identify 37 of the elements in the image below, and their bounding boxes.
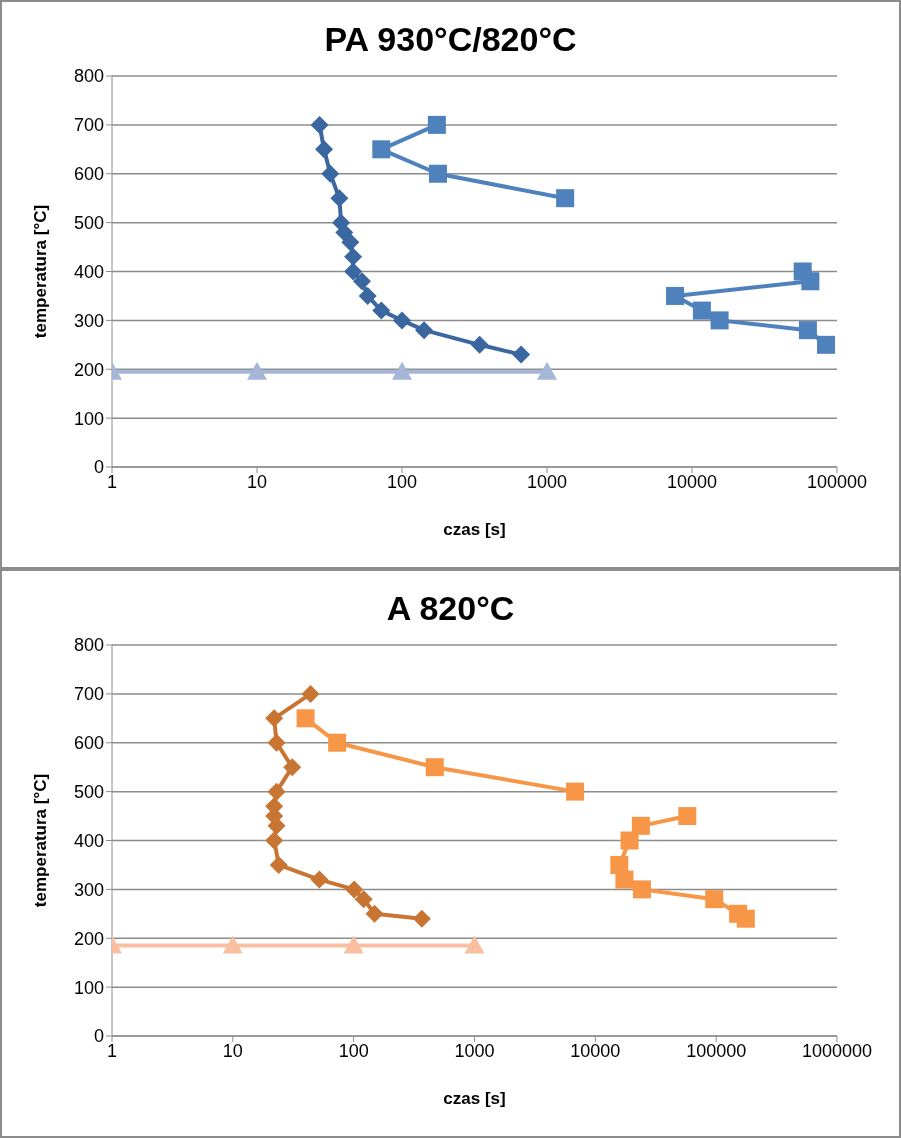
y-tick-label: 0 — [93, 457, 104, 478]
y-tick-label: 600 — [73, 164, 104, 185]
y-axis-title: temperatura [°C] — [31, 204, 51, 339]
x-tick-label: 1000 — [454, 1040, 495, 1061]
x-tick-label: 1000000 — [801, 1040, 873, 1061]
y-axis-title: temperatura [°C] — [31, 773, 51, 908]
y-tick-label: 800 — [73, 635, 104, 656]
x-tick-label: 1 — [106, 1040, 118, 1061]
y-tick-label: 500 — [73, 782, 104, 803]
y-tick-label: 300 — [73, 310, 104, 331]
y-tick-label: 500 — [73, 213, 104, 234]
x-axis-title: czas [s] — [443, 1089, 506, 1108]
x-axis-title: czas [s] — [443, 520, 506, 539]
y-tick-label: 100 — [73, 408, 104, 429]
y-tick-label: 100 — [73, 977, 104, 998]
y-tick-label: 400 — [73, 261, 104, 282]
y-tick-label: 0 — [93, 1026, 104, 1047]
y-tick-label: 300 — [73, 879, 104, 900]
y-tick-label: 800 — [73, 66, 104, 87]
x-tick-label: 100 — [338, 1040, 369, 1061]
x-tick-label: 1000 — [526, 471, 568, 492]
y-tick-label: 200 — [73, 928, 104, 949]
x-tick-label: 10 — [246, 471, 268, 492]
x-tick-label: 10000 — [666, 471, 718, 492]
chart-title: A 820°C — [385, 589, 516, 628]
y-tick-label: 200 — [73, 359, 104, 380]
x-tick-label: 100000 — [806, 471, 868, 492]
x-tick-label: 10 — [222, 1040, 243, 1061]
y-tick-label: 700 — [73, 684, 104, 705]
x-tick-label: 100 — [386, 471, 418, 492]
y-tick-label: 700 — [73, 115, 104, 136]
y-tick-label: 400 — [73, 830, 104, 851]
x-tick-label: 1 — [106, 471, 118, 492]
x-tick-label: 100000 — [686, 1040, 747, 1061]
chart-title: PA 930°C/820°C — [323, 20, 578, 59]
x-tick-label: 10000 — [570, 1040, 621, 1061]
y-tick-label: 600 — [73, 733, 104, 754]
